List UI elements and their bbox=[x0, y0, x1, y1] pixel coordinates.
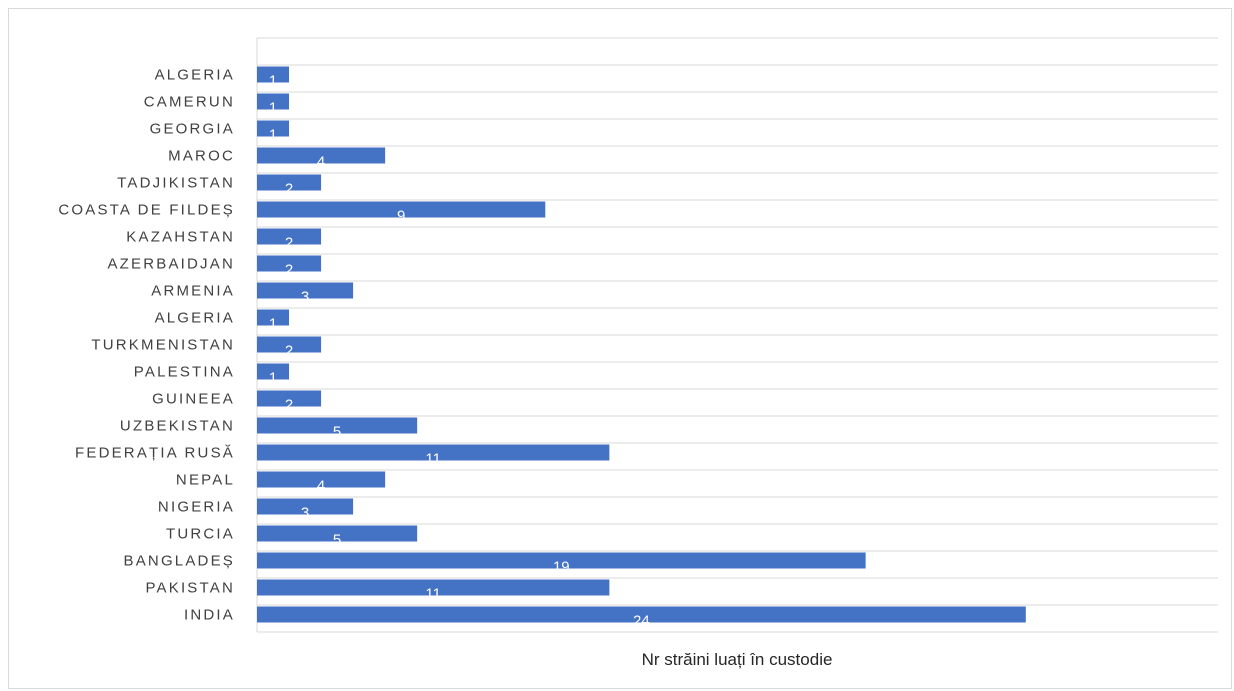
bar bbox=[257, 444, 610, 461]
category-label: ALGERIA bbox=[155, 310, 235, 327]
data-label: 1 bbox=[269, 100, 277, 117]
data-label: 3 bbox=[301, 289, 309, 306]
bar bbox=[257, 174, 322, 191]
data-label: 4 bbox=[317, 154, 325, 171]
category-label: NEPAL bbox=[176, 472, 235, 489]
bar bbox=[257, 309, 290, 326]
data-label: 2 bbox=[285, 343, 293, 360]
data-label: 9 bbox=[397, 208, 405, 225]
category-label: FEDERAȚIA RUSĂ bbox=[75, 445, 235, 462]
bar bbox=[257, 336, 322, 353]
bar bbox=[257, 471, 386, 488]
bar bbox=[257, 363, 290, 380]
data-label: 4 bbox=[317, 478, 325, 495]
category-label: UZBEKISTAN bbox=[120, 418, 235, 435]
bar bbox=[257, 552, 866, 569]
data-label: 1 bbox=[269, 127, 277, 144]
data-label: 5 bbox=[333, 424, 341, 441]
bar bbox=[257, 498, 354, 515]
bars bbox=[257, 66, 1026, 623]
data-label: 3 bbox=[301, 505, 309, 522]
category-label: ALGERIA bbox=[155, 67, 235, 84]
category-label: KAZAHSTAN bbox=[126, 229, 235, 246]
data-label: 1 bbox=[269, 316, 277, 333]
category-label: INDIA bbox=[184, 607, 235, 624]
data-label: 2 bbox=[285, 397, 293, 414]
chart-frame bbox=[8, 8, 1232, 689]
bar bbox=[257, 390, 322, 407]
data-label: 11 bbox=[425, 586, 441, 603]
bar bbox=[257, 579, 610, 596]
data-label: 24 bbox=[633, 613, 650, 630]
data-label: 5 bbox=[333, 532, 341, 549]
data-label: 19 bbox=[553, 559, 570, 576]
bar bbox=[257, 201, 546, 218]
bar bbox=[257, 606, 1026, 623]
bar bbox=[257, 120, 290, 137]
category-labels: ALGERIA CAMERUN GEORGIA MAROC TADJIKISTAN COA… bbox=[58, 67, 236, 624]
bar bbox=[257, 66, 290, 83]
bar bbox=[257, 228, 322, 245]
category-label: MAROC bbox=[168, 148, 235, 165]
category-label: PAKISTAN bbox=[145, 580, 235, 597]
category-label: GEORGIA bbox=[150, 121, 235, 138]
category-label: CAMERUN bbox=[144, 94, 235, 111]
data-label: 1 bbox=[269, 73, 277, 90]
category-label: COASTA DE FILDEȘ bbox=[58, 202, 235, 219]
bar bbox=[257, 147, 386, 164]
legend-series-name: Nr străini luați în custodie bbox=[642, 650, 833, 669]
data-label: 2 bbox=[285, 181, 293, 198]
category-label: PALESTINA bbox=[134, 364, 235, 381]
bar bbox=[257, 255, 322, 272]
category-label: GUINEEA bbox=[152, 391, 235, 408]
bar bbox=[257, 525, 418, 542]
bar bbox=[257, 93, 290, 110]
data-label: 1 bbox=[269, 370, 277, 387]
category-label: AZERBAIDJAN bbox=[107, 256, 235, 273]
category-label: TURCIA bbox=[166, 526, 235, 543]
category-label: TADJIKISTAN bbox=[117, 175, 235, 192]
data-label: 2 bbox=[285, 262, 293, 279]
category-label: TURKMENISTAN bbox=[91, 337, 235, 354]
gridlines bbox=[256, 37, 1218, 633]
category-label: NIGERIA bbox=[158, 499, 235, 516]
bar bbox=[257, 417, 418, 434]
category-label: ARMENIA bbox=[151, 283, 235, 300]
category-label: BANGLADEȘ bbox=[124, 553, 236, 570]
data-label: 11 bbox=[425, 451, 441, 468]
data-label: 2 bbox=[285, 235, 293, 252]
bar bbox=[257, 282, 354, 299]
